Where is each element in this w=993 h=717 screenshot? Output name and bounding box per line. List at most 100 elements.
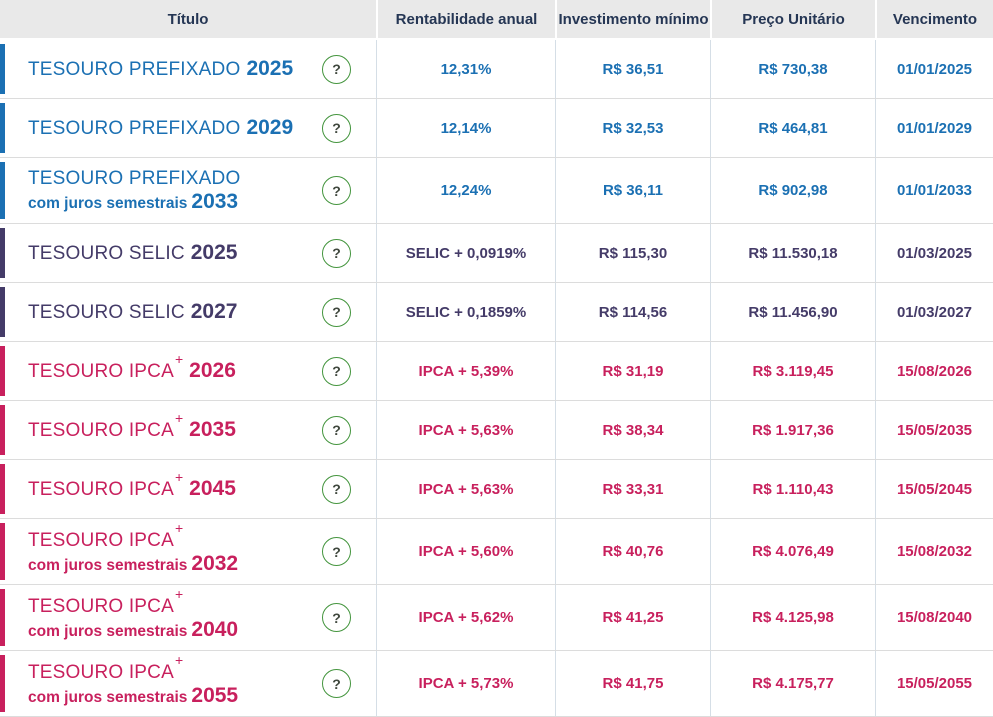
maturity-cell: 15/08/2026 bbox=[875, 342, 993, 400]
help-icon[interactable]: ? bbox=[322, 415, 351, 445]
bond-name: TESOURO IPCA bbox=[28, 595, 174, 617]
unit-price-cell: R$ 902,98 bbox=[710, 158, 875, 223]
help-icon[interactable]: ? bbox=[322, 176, 351, 205]
help-icon[interactable]: ? bbox=[322, 113, 351, 143]
bond-year: 2029 bbox=[246, 116, 294, 140]
min-investment-cell: R$ 38,34 bbox=[555, 401, 710, 459]
bond-subtitle: com juros semestrais 2032 bbox=[28, 552, 238, 576]
bond-name: TESOURO PREFIXADO bbox=[28, 59, 241, 81]
title-cell: TESOURO IPCA+ com juros semestrais 2032 ? bbox=[0, 519, 376, 584]
bond-year: 2027 bbox=[190, 300, 238, 324]
annual-rate-cell: IPCA + 5,73% bbox=[376, 651, 555, 716]
annual-rate-cell: 12,31% bbox=[376, 40, 555, 98]
bond-name: TESOURO IPCA bbox=[28, 420, 174, 442]
title-cell: TESOURO IPCA+ com juros semestrais 2040 ? bbox=[0, 585, 376, 650]
category-color-bar bbox=[0, 405, 5, 455]
unit-price-cell: R$ 3.119,45 bbox=[710, 342, 875, 400]
help-icon[interactable]: ? bbox=[322, 603, 351, 632]
min-investment-cell: R$ 41,75 bbox=[555, 651, 710, 716]
bond-subtitle: com juros semestrais 2040 bbox=[28, 618, 238, 642]
maturity-cell: 15/08/2032 bbox=[875, 519, 993, 584]
bond-title-link[interactable]: TESOURO IPCA+ com juros semestrais 2032 bbox=[28, 520, 238, 576]
plus-superscript: + bbox=[174, 410, 184, 427]
annual-rate-cell: IPCA + 5,62% bbox=[376, 585, 555, 650]
help-icon[interactable]: ? bbox=[322, 356, 351, 386]
help-icon[interactable]: ? bbox=[322, 537, 351, 566]
bond-title-link[interactable]: TESOURO SELIC 2025 bbox=[28, 241, 237, 265]
plus-superscript: + bbox=[174, 351, 184, 368]
table-row[interactable]: TESOURO PREFIXADO 2025 ? 12,31% R$ 36,51 … bbox=[0, 40, 993, 99]
bond-title-link[interactable]: TESOURO IPCA+ com juros semestrais 2055 bbox=[28, 652, 238, 708]
bond-title-link[interactable]: TESOURO IPCA+ 2026 bbox=[28, 351, 236, 383]
min-investment-cell: R$ 31,19 bbox=[555, 342, 710, 400]
column-header-titulo: Título bbox=[0, 0, 376, 38]
unit-price-cell: R$ 1.110,43 bbox=[710, 460, 875, 518]
min-investment-cell: R$ 115,30 bbox=[555, 224, 710, 282]
bond-subtitle-text: com juros semestrais bbox=[28, 688, 188, 706]
table-row[interactable]: TESOURO IPCA+ com juros semestrais 2040 ?… bbox=[0, 585, 993, 651]
category-color-bar bbox=[0, 162, 5, 219]
column-header-preco-unitario: Preço Unitário bbox=[710, 0, 875, 38]
category-color-bar bbox=[0, 103, 5, 153]
plus-superscript: + bbox=[174, 585, 184, 602]
bond-year: 2040 bbox=[191, 617, 239, 641]
maturity-cell: 15/05/2035 bbox=[875, 401, 993, 459]
plus-superscript: + bbox=[174, 651, 184, 668]
unit-price-cell: R$ 1.917,36 bbox=[710, 401, 875, 459]
plus-superscript: + bbox=[174, 519, 184, 536]
title-cell: TESOURO IPCA+ 2045 ? bbox=[0, 460, 376, 518]
bond-year: 2045 bbox=[189, 477, 236, 501]
category-color-bar bbox=[0, 228, 5, 278]
bond-title-link[interactable]: TESOURO IPCA+ 2045 bbox=[28, 469, 236, 501]
table-row[interactable]: TESOURO IPCA+ 2026 ? IPCA + 5,39% R$ 31,1… bbox=[0, 342, 993, 401]
category-color-bar bbox=[0, 44, 5, 94]
bond-title-link[interactable]: TESOURO PREFIXADO 2025 bbox=[28, 57, 293, 81]
bond-name: TESOURO SELIC bbox=[28, 302, 185, 324]
table-row[interactable]: TESOURO SELIC 2027 ? SELIC + 0,1859% R$ 1… bbox=[0, 283, 993, 342]
help-icon[interactable]: ? bbox=[322, 54, 351, 84]
annual-rate-cell: SELIC + 0,0919% bbox=[376, 224, 555, 282]
bond-title-link[interactable]: TESOURO SELIC 2027 bbox=[28, 300, 237, 324]
bond-name: TESOURO IPCA bbox=[28, 661, 174, 683]
table-row[interactable]: TESOURO PREFIXADO 2029 ? 12,14% R$ 32,53 … bbox=[0, 99, 993, 158]
category-color-bar bbox=[0, 523, 5, 580]
unit-price-cell: R$ 464,81 bbox=[710, 99, 875, 157]
bond-title-link[interactable]: TESOURO PREFIXADO 2029 bbox=[28, 116, 293, 140]
maturity-cell: 15/08/2040 bbox=[875, 585, 993, 650]
bond-title-link[interactable]: TESOURO IPCA+ com juros semestrais 2040 bbox=[28, 586, 238, 642]
table-header-row: Título Rentabilidade anual Investimento … bbox=[0, 0, 993, 38]
help-icon[interactable]: ? bbox=[322, 297, 351, 327]
title-cell: TESOURO IPCA+ com juros semestrais 2055 ? bbox=[0, 651, 376, 716]
category-color-bar bbox=[0, 655, 5, 712]
bond-subtitle-text: com juros semestrais bbox=[28, 622, 188, 640]
unit-price-cell: R$ 730,38 bbox=[710, 40, 875, 98]
min-investment-cell: R$ 32,53 bbox=[555, 99, 710, 157]
maturity-cell: 15/05/2045 bbox=[875, 460, 993, 518]
annual-rate-cell: SELIC + 0,1859% bbox=[376, 283, 555, 341]
maturity-cell: 01/03/2027 bbox=[875, 283, 993, 341]
maturity-cell: 01/01/2033 bbox=[875, 158, 993, 223]
column-header-vencimento: Vencimento bbox=[875, 0, 993, 38]
table-row[interactable]: TESOURO IPCA+ 2045 ? IPCA + 5,63% R$ 33,3… bbox=[0, 460, 993, 519]
table-row[interactable]: TESOURO IPCA+ com juros semestrais 2032 ?… bbox=[0, 519, 993, 585]
bond-subtitle: com juros semestrais 2033 bbox=[28, 190, 240, 214]
bond-year: 2033 bbox=[191, 189, 239, 213]
help-icon[interactable]: ? bbox=[322, 669, 351, 698]
help-icon[interactable]: ? bbox=[322, 238, 351, 268]
annual-rate-cell: IPCA + 5,39% bbox=[376, 342, 555, 400]
maturity-cell: 01/03/2025 bbox=[875, 224, 993, 282]
title-cell: TESOURO PREFIXADO 2025 ? bbox=[0, 40, 376, 98]
table-row[interactable]: TESOURO IPCA+ 2035 ? IPCA + 5,63% R$ 38,3… bbox=[0, 401, 993, 460]
bond-subtitle: com juros semestrais 2055 bbox=[28, 684, 238, 708]
bond-title-link[interactable]: TESOURO IPCA+ 2035 bbox=[28, 410, 236, 442]
bond-subtitle-text: com juros semestrais bbox=[28, 194, 188, 212]
bond-title-link[interactable]: TESOURO PREFIXADO com juros semestrais 20… bbox=[28, 168, 240, 214]
table-row[interactable]: TESOURO IPCA+ com juros semestrais 2055 ?… bbox=[0, 651, 993, 717]
help-icon[interactable]: ? bbox=[322, 474, 351, 504]
table-row[interactable]: TESOURO SELIC 2025 ? SELIC + 0,0919% R$ 1… bbox=[0, 224, 993, 283]
table-row[interactable]: TESOURO PREFIXADO com juros semestrais 20… bbox=[0, 158, 993, 224]
column-header-rentabilidade-anual: Rentabilidade anual bbox=[376, 0, 555, 38]
bond-year: 2055 bbox=[191, 683, 239, 707]
category-color-bar bbox=[0, 287, 5, 337]
